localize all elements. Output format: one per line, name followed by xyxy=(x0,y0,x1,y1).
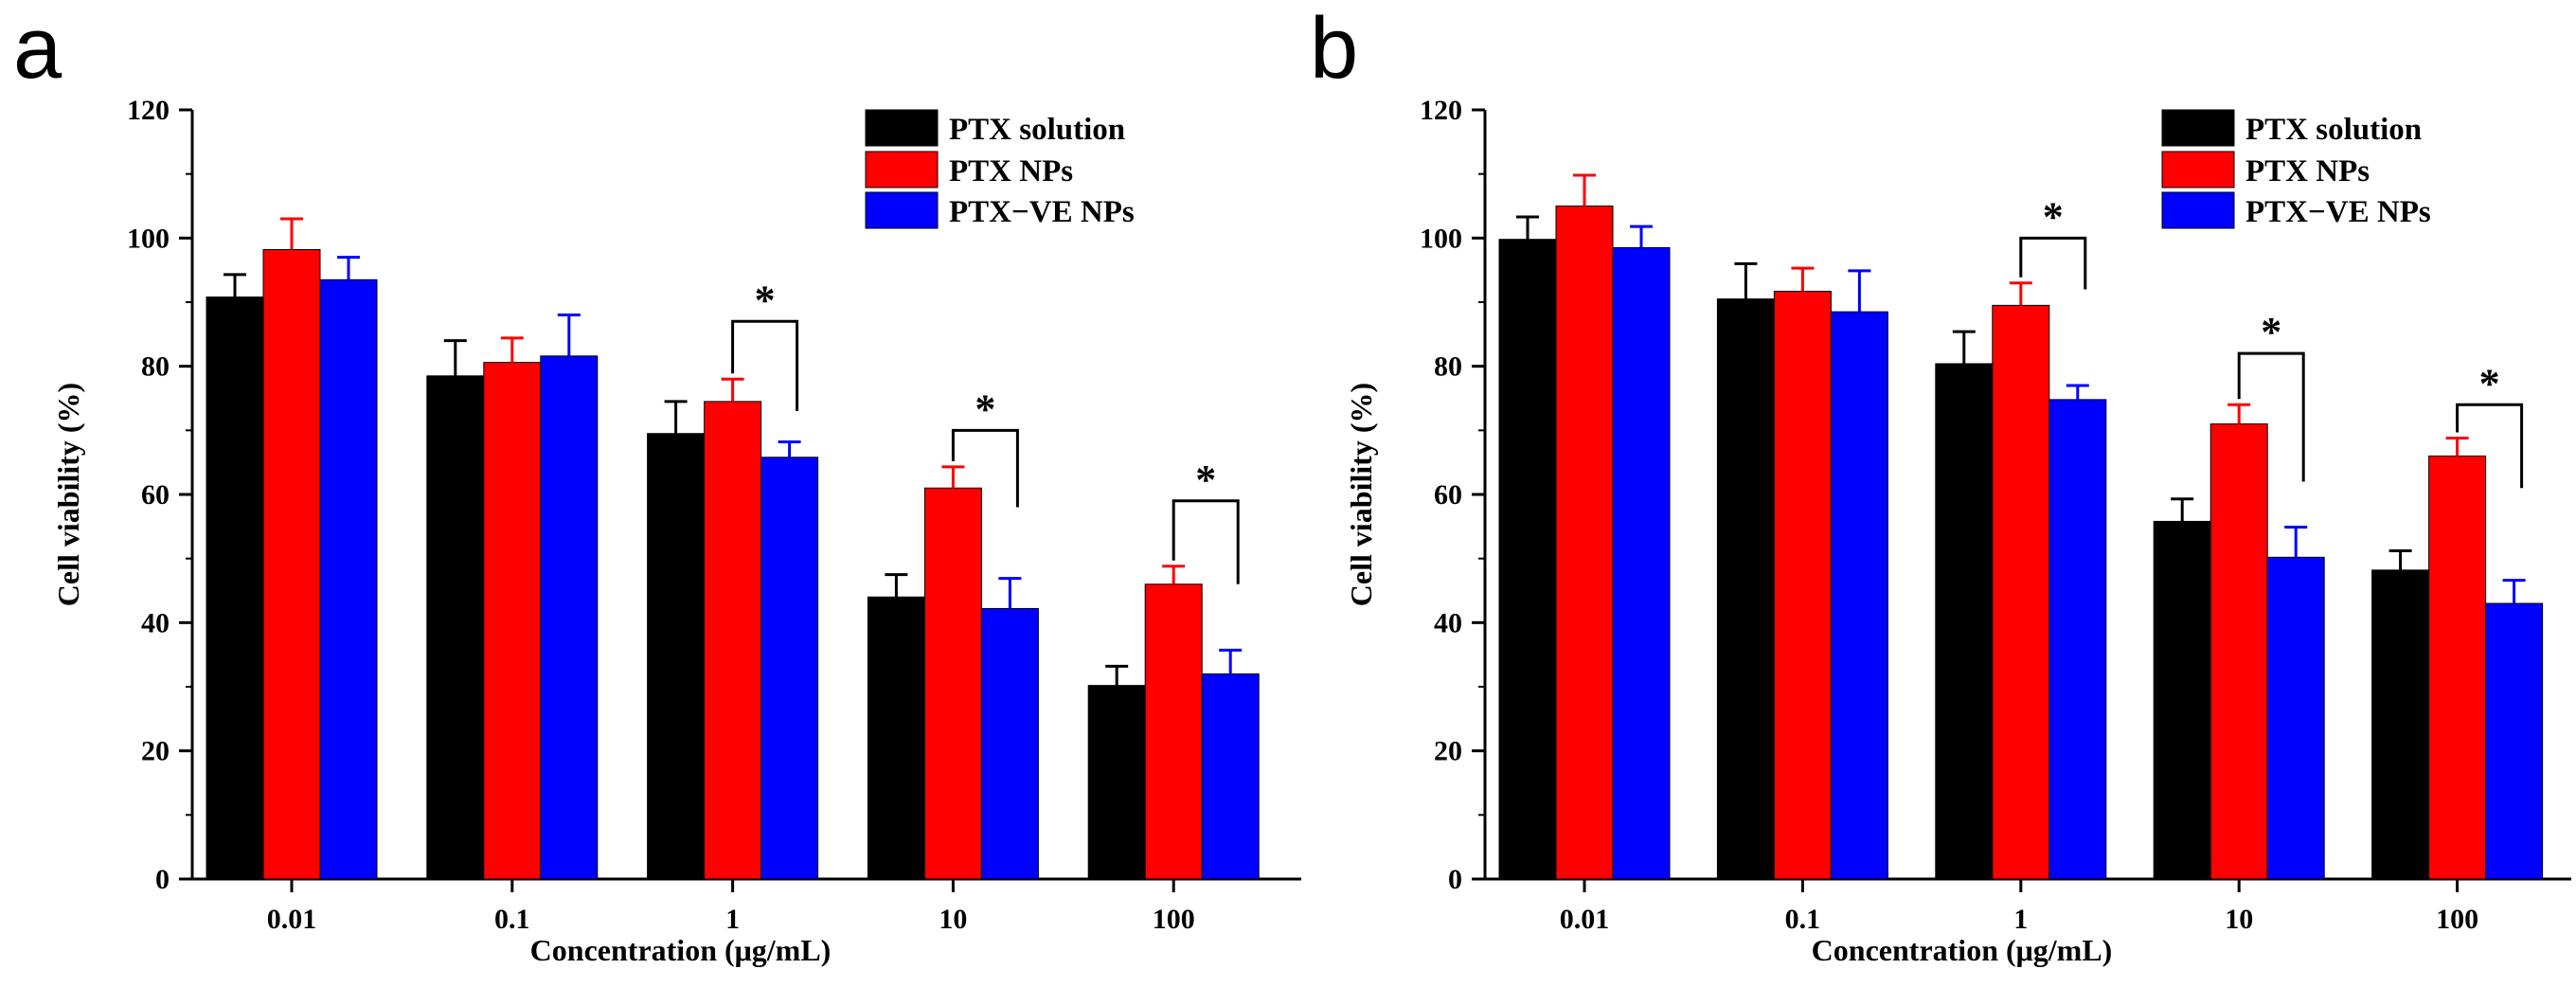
y-tick-label: 20 xyxy=(141,736,170,767)
y-tick-label: 100 xyxy=(127,223,170,254)
x-tick-label: 1 xyxy=(2013,904,2028,935)
legend-label: PTX−VE NPs xyxy=(949,195,1135,229)
x-tick-label: 0.1 xyxy=(1785,904,1821,935)
y-tick-label: 60 xyxy=(141,479,170,511)
significance-bracket xyxy=(1172,499,1240,584)
bar xyxy=(319,278,378,880)
legend-label: PTX−VE NPs xyxy=(2245,195,2431,229)
legend-swatch xyxy=(2161,151,2235,188)
significance-bracket xyxy=(2456,403,2524,489)
panel-a: a 0 20 40 60 80 100 120 Cell viability (%) 0.01 0.… xyxy=(13,0,1301,967)
x-tick-label: 0.1 xyxy=(494,904,530,935)
x-tick-label: 0.01 xyxy=(1560,904,1610,935)
bar xyxy=(760,457,819,880)
x-axis-title: Concentration (μg/mL) xyxy=(1812,933,2113,967)
bar xyxy=(426,375,485,880)
significance-star: * xyxy=(2261,309,2281,355)
significance-bracket xyxy=(2237,351,2305,482)
y-axis-title: Cell viability (%) xyxy=(51,383,85,606)
significance-star: * xyxy=(2043,193,2064,240)
panel-letter: b xyxy=(1310,0,1358,97)
significance-star: * xyxy=(755,277,776,323)
significance-bracket xyxy=(951,428,1019,508)
x-tick-label: 100 xyxy=(1153,904,1195,935)
bar xyxy=(2371,569,2430,880)
legend-swatch xyxy=(865,109,939,147)
significance-star: * xyxy=(1195,457,1216,503)
bar xyxy=(262,249,321,880)
y-tick-label: 120 xyxy=(1420,95,1462,126)
y-tick-label: 100 xyxy=(1420,223,1462,254)
y-tick-label: 20 xyxy=(1434,736,1462,767)
bar xyxy=(2266,556,2325,880)
x-tick-label: 10 xyxy=(939,904,967,935)
bar xyxy=(1612,246,1671,880)
x-tick-label: 10 xyxy=(2225,904,2253,935)
bar xyxy=(2428,455,2487,880)
y-tick-label: 60 xyxy=(1434,479,1462,511)
bar xyxy=(1773,290,1832,880)
bar xyxy=(1555,206,1614,880)
x-tick-label: 0.01 xyxy=(267,904,317,935)
y-tick-label: 120 xyxy=(127,95,170,126)
bar xyxy=(1201,673,1260,880)
significance-bracket xyxy=(2019,236,2087,290)
bar xyxy=(647,433,706,880)
bar xyxy=(704,401,762,880)
panel-letter: a xyxy=(13,0,63,97)
bar xyxy=(2048,399,2107,880)
legend-swatch xyxy=(2161,191,2235,229)
bar xyxy=(867,596,925,880)
y-tick-label: 40 xyxy=(1434,607,1462,638)
panel-b: b 0 20 40 60 80 100 120 Cell viability (%) 0.01 0.… xyxy=(1310,0,2571,967)
significance-star: * xyxy=(975,386,995,432)
bar xyxy=(980,607,1039,880)
y-tick-label: 80 xyxy=(1434,351,1462,383)
legend-swatch xyxy=(865,191,939,229)
y-tick-label: 80 xyxy=(141,351,170,383)
bar xyxy=(1992,304,2050,880)
y-tick-label: 0 xyxy=(1448,864,1462,895)
bar xyxy=(1716,298,1775,880)
bar xyxy=(2209,423,2268,880)
bar xyxy=(540,355,599,880)
legend-label: PTX NPs xyxy=(2245,154,2370,188)
legend-swatch xyxy=(865,151,939,188)
bar xyxy=(2153,520,2211,880)
bar xyxy=(1935,363,1994,880)
legend-swatch xyxy=(2161,109,2235,147)
bar xyxy=(1498,239,1557,880)
significance-bracket xyxy=(731,319,799,412)
y-tick-label: 0 xyxy=(155,864,170,895)
y-tick-label: 40 xyxy=(141,607,170,638)
bar xyxy=(483,362,542,880)
x-tick-label: 100 xyxy=(2436,904,2478,935)
bar xyxy=(2485,602,2544,880)
bar xyxy=(1144,583,1203,880)
bar xyxy=(923,487,982,880)
x-tick-label: 1 xyxy=(725,904,740,935)
y-axis-title: Cell viability (%) xyxy=(1344,383,1378,606)
bar xyxy=(1087,685,1146,880)
bar xyxy=(1830,311,1888,880)
legend-label: PTX solution xyxy=(949,113,1125,147)
x-axis-title: Concentration (μg/mL) xyxy=(530,933,832,967)
significance-star: * xyxy=(2479,360,2500,406)
bar xyxy=(206,296,264,880)
legend-label: PTX NPs xyxy=(949,154,1073,188)
legend-label: PTX solution xyxy=(2245,113,2422,147)
